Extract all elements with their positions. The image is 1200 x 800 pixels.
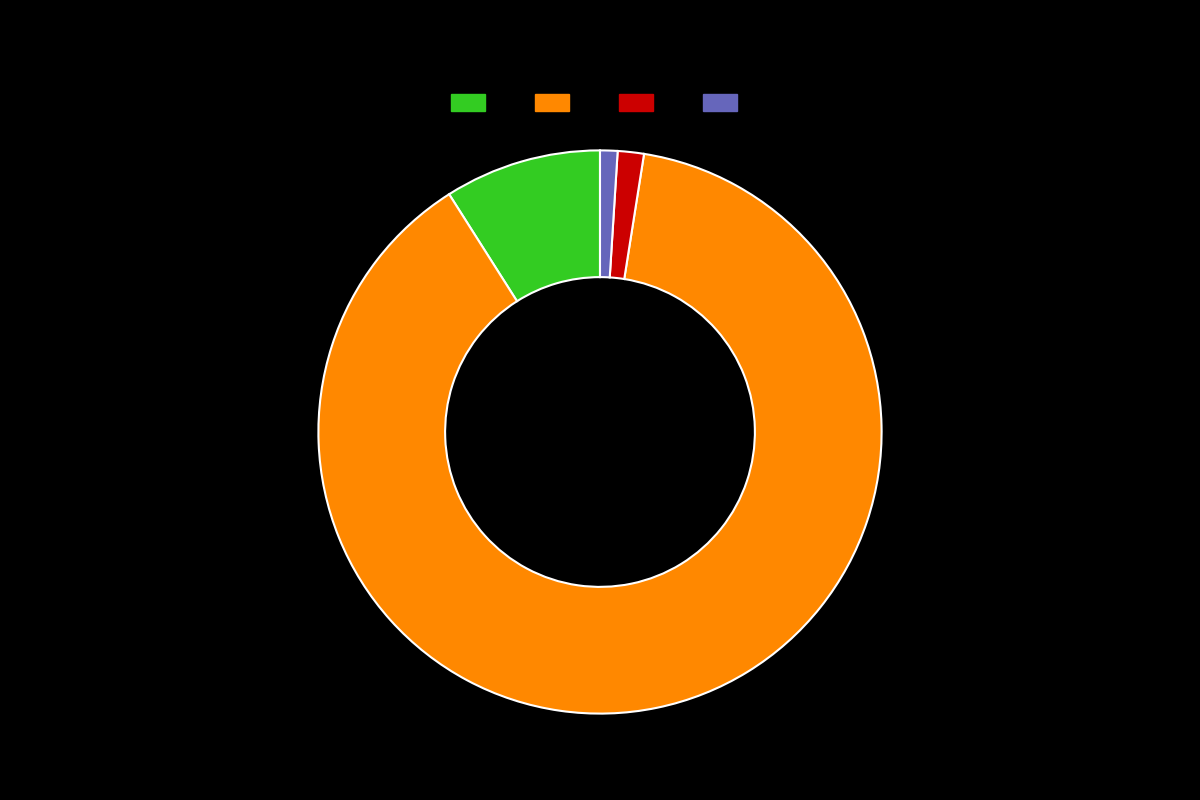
- Wedge shape: [600, 150, 618, 278]
- Wedge shape: [318, 154, 882, 714]
- Wedge shape: [449, 150, 600, 302]
- Legend: , , , : , , ,: [445, 88, 755, 118]
- Wedge shape: [610, 151, 644, 279]
